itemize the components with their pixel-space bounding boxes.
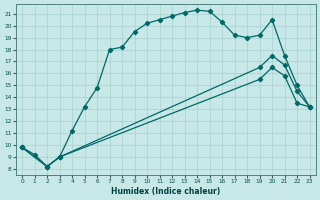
X-axis label: Humidex (Indice chaleur): Humidex (Indice chaleur) — [111, 187, 220, 196]
